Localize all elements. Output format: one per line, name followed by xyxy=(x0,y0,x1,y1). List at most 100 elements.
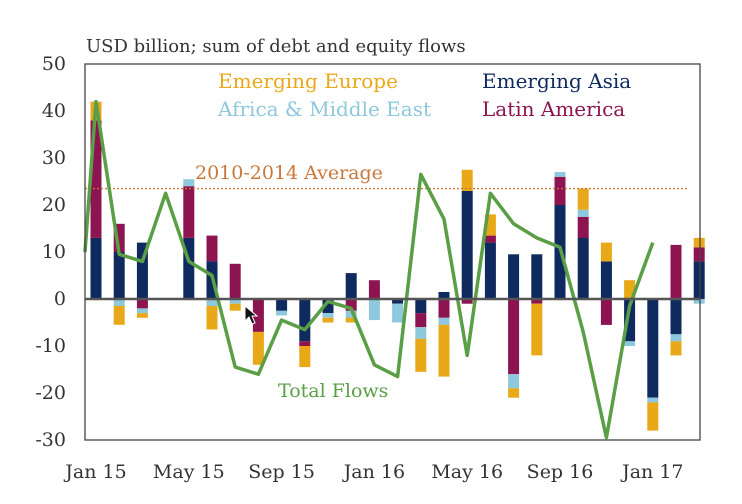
bar-latam-18 xyxy=(508,299,520,375)
bar-latam-1 xyxy=(113,223,125,252)
bar-europe-16 xyxy=(461,169,473,191)
bar-europe-18 xyxy=(508,388,520,398)
bar-asia-13 xyxy=(392,299,404,304)
bars-layer xyxy=(90,101,705,431)
bar-latam-6 xyxy=(229,263,241,300)
bar-asia-16 xyxy=(461,190,473,299)
bar-europe-9 xyxy=(299,346,311,368)
bar-africa_me-8 xyxy=(276,310,288,316)
y-tick-label: 10 xyxy=(42,241,66,263)
bar-europe-23 xyxy=(624,280,636,299)
bar-latam-0 xyxy=(90,120,102,238)
bar-europe-26 xyxy=(693,237,705,248)
bar-africa_me-13 xyxy=(392,303,404,323)
bar-africa_me-26 xyxy=(693,299,705,304)
bar-africa_me-10 xyxy=(322,313,334,318)
plot-frame xyxy=(84,63,701,441)
bar-europe-5 xyxy=(206,306,218,330)
average-label: 2010-2014 Average xyxy=(195,162,383,184)
bar-europe-15 xyxy=(438,324,450,377)
y-tick-label: -10 xyxy=(35,335,66,357)
bar-africa_me-12 xyxy=(368,299,380,321)
bar-asia-26 xyxy=(693,261,705,299)
y-tick-label: 30 xyxy=(42,147,66,169)
x-tick-label: Jan 15 xyxy=(63,461,126,483)
bar-africa_me-25 xyxy=(670,334,682,342)
y-tick-label: -30 xyxy=(35,429,66,451)
bar-africa_me-1 xyxy=(113,299,125,306)
bar-europe-7 xyxy=(252,331,264,365)
x-tick-label: Sep 16 xyxy=(527,461,594,483)
x-tick-label: Jan 16 xyxy=(342,461,405,483)
legend-emerging-europe: Emerging Europe xyxy=(218,69,398,93)
total-flows-line xyxy=(83,99,655,440)
y-tick-label: 0 xyxy=(54,288,66,310)
bar-africa_me-2 xyxy=(136,308,148,314)
bar-latam-2 xyxy=(136,299,148,309)
bar-africa_me-5 xyxy=(206,299,218,306)
bar-africa_me-14 xyxy=(415,327,427,339)
legend-emerging-asia: Emerging Asia xyxy=(482,69,631,93)
bar-europe-21 xyxy=(577,188,589,210)
y-tick-labels: 50 40 30 20 10 0 -10 -20 -30 xyxy=(35,53,66,451)
bar-asia-4 xyxy=(183,237,195,299)
bar-asia-25 xyxy=(670,299,682,335)
bar-latam-16 xyxy=(461,299,473,304)
x-tick-label: Sep 15 xyxy=(248,461,315,483)
x-tick-label: May 16 xyxy=(431,461,503,483)
x-tick-label: Jan 17 xyxy=(620,461,683,483)
bar-asia-11 xyxy=(345,273,357,299)
bar-africa_me-23 xyxy=(624,341,636,346)
bar-africa_me-18 xyxy=(508,374,520,389)
bar-africa_me-4 xyxy=(183,179,195,187)
total-flows-label: Total Flows xyxy=(278,380,388,402)
y-tick-label: 20 xyxy=(42,194,66,216)
bar-latam-14 xyxy=(415,313,427,328)
bar-asia-15 xyxy=(438,292,450,299)
bar-asia-9 xyxy=(299,299,311,342)
y-tick-label: 40 xyxy=(42,100,66,122)
bar-latam-11 xyxy=(345,299,357,311)
y-tick-label: -20 xyxy=(35,382,66,404)
bar-europe-11 xyxy=(345,317,357,323)
bar-europe-17 xyxy=(484,214,496,236)
bar-europe-1 xyxy=(113,306,125,325)
bar-europe-14 xyxy=(415,338,427,372)
bar-latam-19 xyxy=(531,299,543,304)
bar-africa_me-20 xyxy=(554,172,566,177)
bar-latam-22 xyxy=(600,299,612,325)
bar-asia-2 xyxy=(136,242,148,299)
bar-africa_me-11 xyxy=(345,310,357,318)
bar-europe-10 xyxy=(322,317,334,323)
bar-asia-22 xyxy=(600,261,612,299)
bar-asia-18 xyxy=(508,254,520,299)
bar-latam-5 xyxy=(206,235,218,262)
axes-layer xyxy=(84,63,701,441)
bar-asia-21 xyxy=(577,237,589,299)
bar-latam-15 xyxy=(438,299,450,318)
mouse-cursor-icon xyxy=(244,304,259,325)
bar-latam-7 xyxy=(252,299,264,332)
bar-latam-17 xyxy=(484,235,496,243)
bar-latam-20 xyxy=(554,176,566,205)
bar-latam-26 xyxy=(693,247,705,262)
bar-europe-6 xyxy=(229,303,241,311)
legend-latin-america: Latin America xyxy=(482,97,625,121)
bar-asia-10 xyxy=(322,299,334,314)
bar-latam-9 xyxy=(299,341,311,346)
bar-asia-23 xyxy=(624,299,636,342)
bar-asia-19 xyxy=(531,254,543,299)
bar-latam-25 xyxy=(670,244,682,299)
bar-africa_me-21 xyxy=(577,209,589,217)
y-tick-label: 50 xyxy=(42,53,66,75)
bar-europe-22 xyxy=(600,242,612,262)
bar-europe-19 xyxy=(531,303,543,356)
bar-asia-24 xyxy=(647,299,659,398)
x-tick-labels: Jan 15 May 15 Sep 15 Jan 16 May 16 Sep 16 Jan … xyxy=(63,461,683,483)
bar-asia-8 xyxy=(276,299,288,311)
bar-europe-24 xyxy=(647,402,659,431)
bar-asia-17 xyxy=(484,242,496,299)
bar-europe-25 xyxy=(670,341,682,356)
legend-africa-middle-east: Africa & Middle East xyxy=(217,97,431,121)
